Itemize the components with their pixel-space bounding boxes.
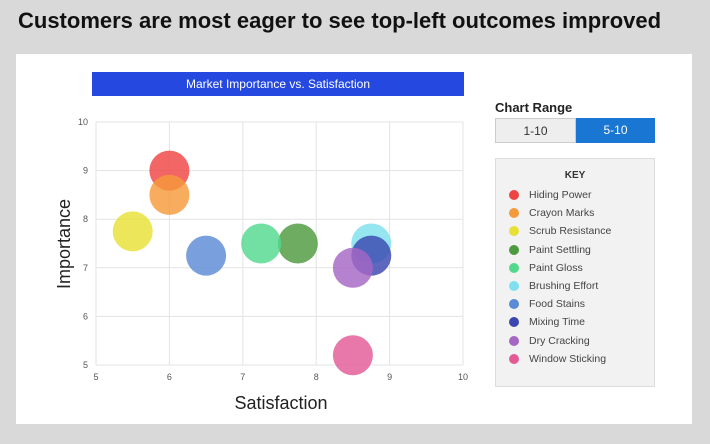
x-tick-label: 9 xyxy=(387,372,392,382)
legend-swatch xyxy=(509,226,519,237)
bubble-scrub-resistance[interactable] xyxy=(112,211,153,252)
x-tick-label: 8 xyxy=(314,372,319,382)
y-tick-label: 6 xyxy=(83,311,88,321)
legend-item: Paint Settling xyxy=(496,241,654,259)
x-axis-label: Satisfaction xyxy=(234,393,327,413)
x-tick-label: 5 xyxy=(93,372,98,382)
legend-swatch xyxy=(509,317,519,328)
y-tick-label: 7 xyxy=(83,263,88,273)
legend-items: Hiding Power Crayon Marks Scrub Resistance… xyxy=(496,186,654,368)
legend-label: Dry Cracking xyxy=(529,334,590,347)
chart-panel: Market Importance vs. Satisfaction 5 6 7 8 9… xyxy=(16,54,692,424)
legend-item: Crayon Marks xyxy=(496,204,654,222)
gridlines xyxy=(95,121,464,366)
headline: Customers are most eager to see top-left… xyxy=(18,8,662,33)
bubble-paint-settling[interactable] xyxy=(277,223,318,264)
bubble-food-stains[interactable] xyxy=(186,235,227,276)
y-tick-label: 10 xyxy=(78,117,88,127)
chart-title: Market Importance vs. Satisfaction xyxy=(92,72,464,96)
chart-range-toggle: 1-10 5-10 xyxy=(495,118,655,143)
legend-item: Scrub Resistance xyxy=(496,222,654,240)
legend-label: Hiding Power xyxy=(529,189,592,202)
legend-label: Brushing Effort xyxy=(529,280,599,293)
bubbles xyxy=(112,150,392,376)
legend-title: KEY xyxy=(564,170,586,181)
x-tick-label: 10 xyxy=(458,372,468,382)
legend-swatch xyxy=(509,299,519,310)
legend-item: Mixing Time xyxy=(496,313,654,331)
range-5-10-button[interactable]: 5-10 xyxy=(576,118,655,143)
x-tick-label: 7 xyxy=(240,372,245,382)
legend-item: Dry Cracking xyxy=(496,332,654,350)
y-tick-label: 8 xyxy=(83,214,88,224)
legend-swatch xyxy=(509,353,519,364)
y-tick-label: 9 xyxy=(83,166,88,176)
range-1-10-button[interactable]: 1-10 xyxy=(495,118,576,143)
scatter-plot: 5 6 7 8 9 10 5 6 7 8 9 10 Satisfaction Importance xyxy=(54,117,468,413)
legend-swatch xyxy=(509,335,519,346)
bubble-dry-cracking[interactable] xyxy=(332,247,373,288)
legend-label: Mixing Time xyxy=(529,316,586,329)
legend-item: Food Stains xyxy=(496,295,654,313)
legend-item: Brushing Effort xyxy=(496,277,654,295)
x-tick-labels: 5 6 7 8 9 10 xyxy=(93,372,468,382)
legend-swatch xyxy=(509,208,519,219)
bubble-paint-gloss[interactable] xyxy=(241,223,282,264)
y-axis-label: Importance xyxy=(54,199,74,289)
x-tick-label: 6 xyxy=(167,372,172,382)
legend-swatch xyxy=(509,281,519,292)
y-tick-label: 5 xyxy=(83,360,88,370)
legend: KEY Hiding Power Crayon Marks Scrub Resist… xyxy=(495,158,655,387)
legend-label: Food Stains xyxy=(529,298,586,311)
chart-range-title: Chart Range xyxy=(495,100,573,115)
legend-label: Crayon Marks xyxy=(529,207,595,220)
legend-label: Scrub Resistance xyxy=(529,225,612,238)
legend-item: Paint Gloss xyxy=(496,259,654,277)
legend-swatch xyxy=(509,190,519,201)
legend-label: Window Sticking xyxy=(529,352,607,365)
legend-item: Window Sticking xyxy=(496,350,654,368)
legend-label: Paint Settling xyxy=(529,243,591,256)
bubble-window-sticking[interactable] xyxy=(332,335,373,376)
legend-swatch xyxy=(509,244,519,255)
legend-item: Hiding Power xyxy=(496,186,654,204)
legend-label: Paint Gloss xyxy=(529,261,583,274)
bubble-crayon-marks[interactable] xyxy=(149,174,190,215)
y-tick-labels: 5 6 7 8 9 10 xyxy=(78,117,88,370)
legend-swatch xyxy=(509,262,519,273)
